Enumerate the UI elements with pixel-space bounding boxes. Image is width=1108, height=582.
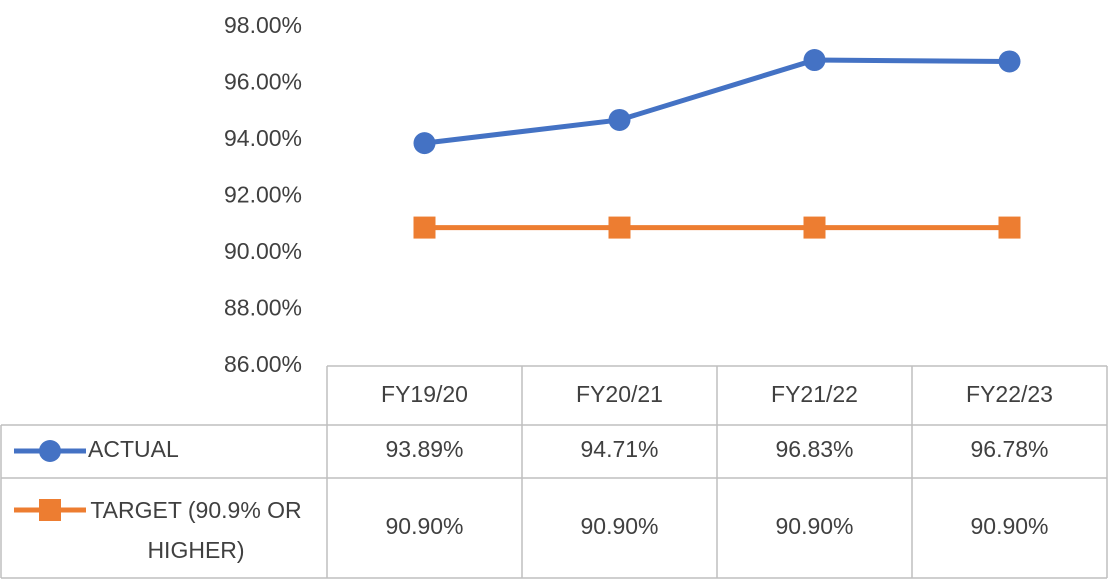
y-tick-label: 92.00% bbox=[224, 182, 302, 208]
legend-label: TARGET (90.9% OR HIGHER) bbox=[90, 497, 302, 563]
table-value: 96.83% bbox=[775, 436, 853, 462]
marker bbox=[608, 216, 631, 239]
y-tick-label: 90.00% bbox=[224, 238, 302, 264]
marker bbox=[803, 49, 826, 72]
table-value: 96.78% bbox=[970, 436, 1048, 462]
table-value: 90.90% bbox=[775, 513, 853, 539]
legend-label-box: TARGET (90.9% OR HIGHER) bbox=[90, 497, 302, 563]
x-tick-label: FY19/20 bbox=[381, 381, 468, 407]
marker bbox=[608, 108, 631, 131]
series-line bbox=[424, 57, 1010, 146]
table-value: 94.71% bbox=[580, 436, 658, 462]
marker bbox=[413, 216, 436, 239]
marker bbox=[998, 50, 1021, 73]
table-value: 90.90% bbox=[385, 513, 463, 539]
y-tick-label: 98.00% bbox=[224, 12, 302, 38]
y-tick-label: 88.00% bbox=[224, 295, 302, 321]
legend-key-marker bbox=[39, 499, 61, 521]
marker bbox=[803, 216, 826, 239]
y-tick-label: 86.00% bbox=[224, 351, 302, 377]
x-tick-label: FY20/21 bbox=[576, 381, 663, 407]
x-tick-label: FY21/22 bbox=[771, 381, 858, 407]
x-tick-label: FY22/23 bbox=[966, 381, 1053, 407]
table-value: 90.90% bbox=[970, 513, 1048, 539]
legend-label: ACTUAL bbox=[88, 436, 179, 462]
marker bbox=[413, 132, 436, 155]
y-tick-label: 96.00% bbox=[224, 69, 302, 95]
table-value: 93.89% bbox=[385, 436, 463, 462]
legend-key-marker bbox=[39, 440, 61, 462]
y-tick-label: 94.00% bbox=[224, 125, 302, 151]
marker bbox=[998, 216, 1021, 239]
table-value: 90.90% bbox=[580, 513, 658, 539]
